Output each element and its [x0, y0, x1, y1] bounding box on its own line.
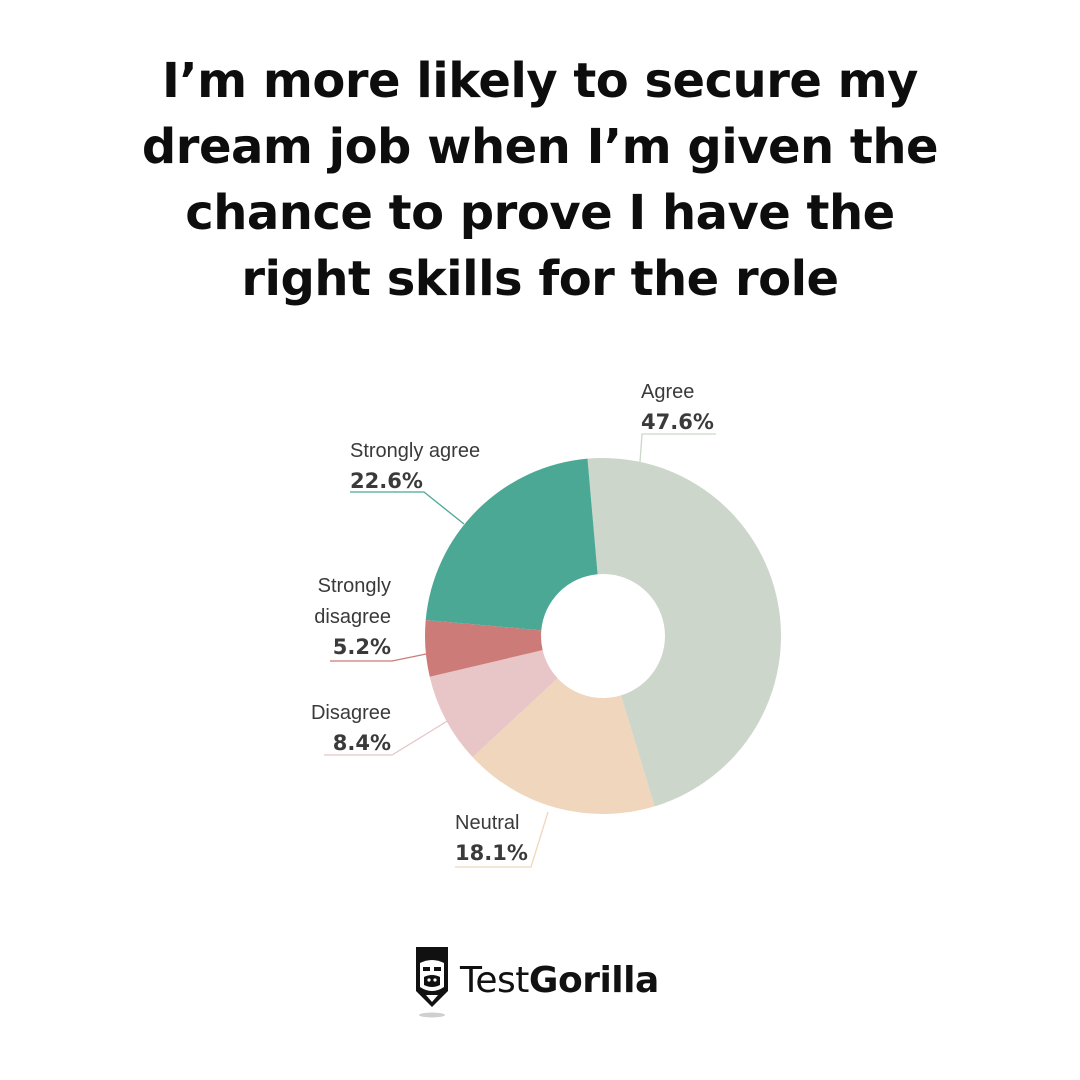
title-line: chance to prove I have the — [185, 185, 895, 241]
slice-group — [424, 458, 781, 814]
slice-value-label: 22.6% — [350, 469, 423, 493]
slice-category-label: Disagree — [311, 702, 391, 724]
slice-value-label: 8.4% — [333, 731, 391, 755]
brand-wordmark: TestGorilla — [460, 960, 659, 1001]
brand-name-light: Test — [460, 959, 529, 1001]
slice-category-label: Strongly disagree — [314, 575, 391, 628]
slice-value-label: 5.2% — [333, 635, 391, 659]
leader-line — [350, 491, 465, 525]
brand-name-bold: Gorilla — [528, 959, 659, 1001]
leader-line — [639, 433, 716, 463]
leader-line — [455, 811, 549, 868]
title-line: right skills for the role — [241, 251, 839, 307]
leader-line — [330, 651, 437, 662]
donut-slice-strongly-agree — [425, 458, 598, 631]
title-line: dream job when I’m given the — [141, 119, 939, 175]
slice-category-label: Strongly agree — [350, 440, 480, 462]
donut-slice-neutral — [472, 678, 655, 814]
leader-line — [324, 711, 463, 756]
gorilla-pencil-icon — [416, 947, 448, 1018]
donut-slice-agree — [587, 458, 781, 807]
slice-category-label: Agree — [641, 381, 694, 403]
slice-category-label: Neutral — [455, 812, 519, 834]
slice-value-label: 47.6% — [641, 410, 714, 434]
title-line: I’m more likely to secure my — [162, 53, 918, 109]
chart-title: I’m more likely to secure my dream job w… — [90, 48, 990, 312]
donut-slice-disagree — [429, 650, 558, 758]
slice-label-group: Agree 47.6% Neutral 18.1% Disagree 8.4% Strong… — [311, 381, 714, 865]
slice-value-label: 18.1% — [455, 841, 528, 865]
testgorilla-logo: TestGorilla — [412, 940, 659, 1020]
donut-slice-strongly-disagree — [424, 620, 543, 677]
leader-line-group — [324, 433, 716, 868]
